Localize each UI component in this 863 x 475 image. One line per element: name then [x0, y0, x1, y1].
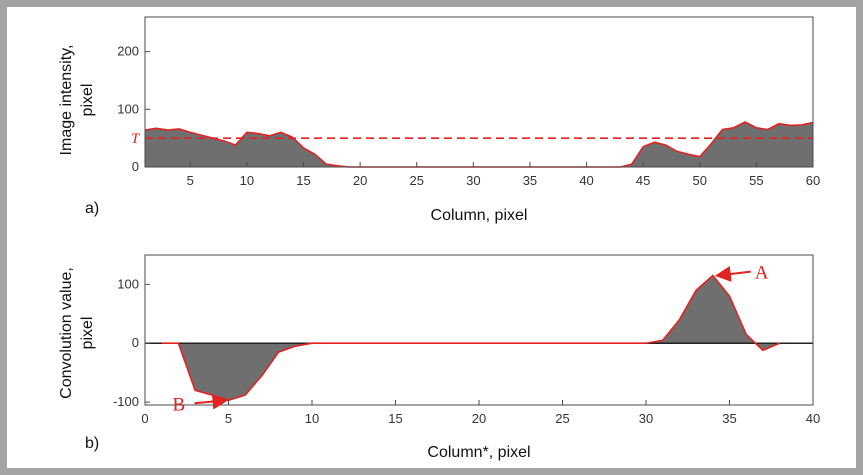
panel-b-ytick-label: 0: [132, 335, 139, 350]
panel-b-xtick-label: 35: [722, 411, 736, 426]
annotation-a-label: A: [755, 263, 769, 284]
panel-a-xtick-label: 35: [523, 173, 537, 188]
panel-a-xtick-label: 20: [353, 173, 367, 188]
panel-b-area-fill: [161, 275, 780, 401]
annotation-a-arrow: [714, 266, 751, 282]
panel-b-xtick-label: 15: [388, 411, 402, 426]
panel-a-xlabel: Column, pixel: [431, 207, 528, 224]
panel-a-xtick-label: 30: [466, 173, 480, 188]
panel-a-xtick-label: 60: [806, 173, 820, 188]
figure-frame: T 0 100 200 5 10 15 20 25 30 35 40 45 50 55 60 Image in…: [7, 7, 856, 468]
panel-a-ytick-label: 200: [117, 44, 139, 59]
panel-b-xtick-label: 40: [806, 411, 820, 426]
panel-a-xtick-label: 55: [749, 173, 763, 188]
threshold-label: T: [131, 131, 141, 147]
panel-a-xtick-label: 50: [693, 173, 707, 188]
panel-a-ylabel: Image intensity,: [58, 45, 75, 156]
panel-b-ylabel-line2: pixel: [79, 317, 96, 350]
panel-a-area-fill: [145, 122, 813, 167]
annotation-b-label: B: [173, 394, 186, 415]
panel-a-ytick-label: 0: [132, 159, 139, 174]
panel-b-xtick-label: 10: [305, 411, 319, 426]
panel-a-chart: T 0 100 200 5 10 15 20 25 30 35 40 45 50 55 60 Image in…: [58, 16, 820, 224]
panel-a-tag: a): [85, 200, 99, 217]
panel-b-ytick-label: 100: [117, 276, 139, 291]
panel-b-xtick-label: 0: [141, 411, 148, 426]
panel-a-ytick-label: 100: [117, 101, 139, 116]
annotation-b-arrow: [194, 393, 229, 410]
panel-b-ytick-label: -100: [113, 394, 139, 409]
panel-b-xtick-label: 25: [555, 411, 569, 426]
panel-a-xtick-label: 10: [240, 173, 254, 188]
panel-b-xtick-label: 5: [225, 411, 232, 426]
panel-b-xtick-label: 30: [639, 411, 653, 426]
panel-a-xtick-label: 40: [579, 173, 593, 188]
panel-b-trace-line: [161, 274, 780, 402]
panel-a-xtick-label: 45: [636, 173, 650, 188]
panel-b-ylabel: Convolution value,: [58, 267, 75, 399]
panel-a-axes-box: [144, 16, 814, 168]
panel-a-xtick-label: 25: [409, 173, 423, 188]
panel-b-xlabel: Column*, pixel: [427, 444, 530, 461]
panel-a-xtick-label: 15: [296, 173, 310, 188]
panel-b-xtick-label: 20: [472, 411, 486, 426]
panel-b-tag: b): [85, 435, 99, 452]
panel-a-xtick-label: 5: [187, 173, 194, 188]
panel-a-ylabel-line2: pixel: [79, 84, 96, 117]
